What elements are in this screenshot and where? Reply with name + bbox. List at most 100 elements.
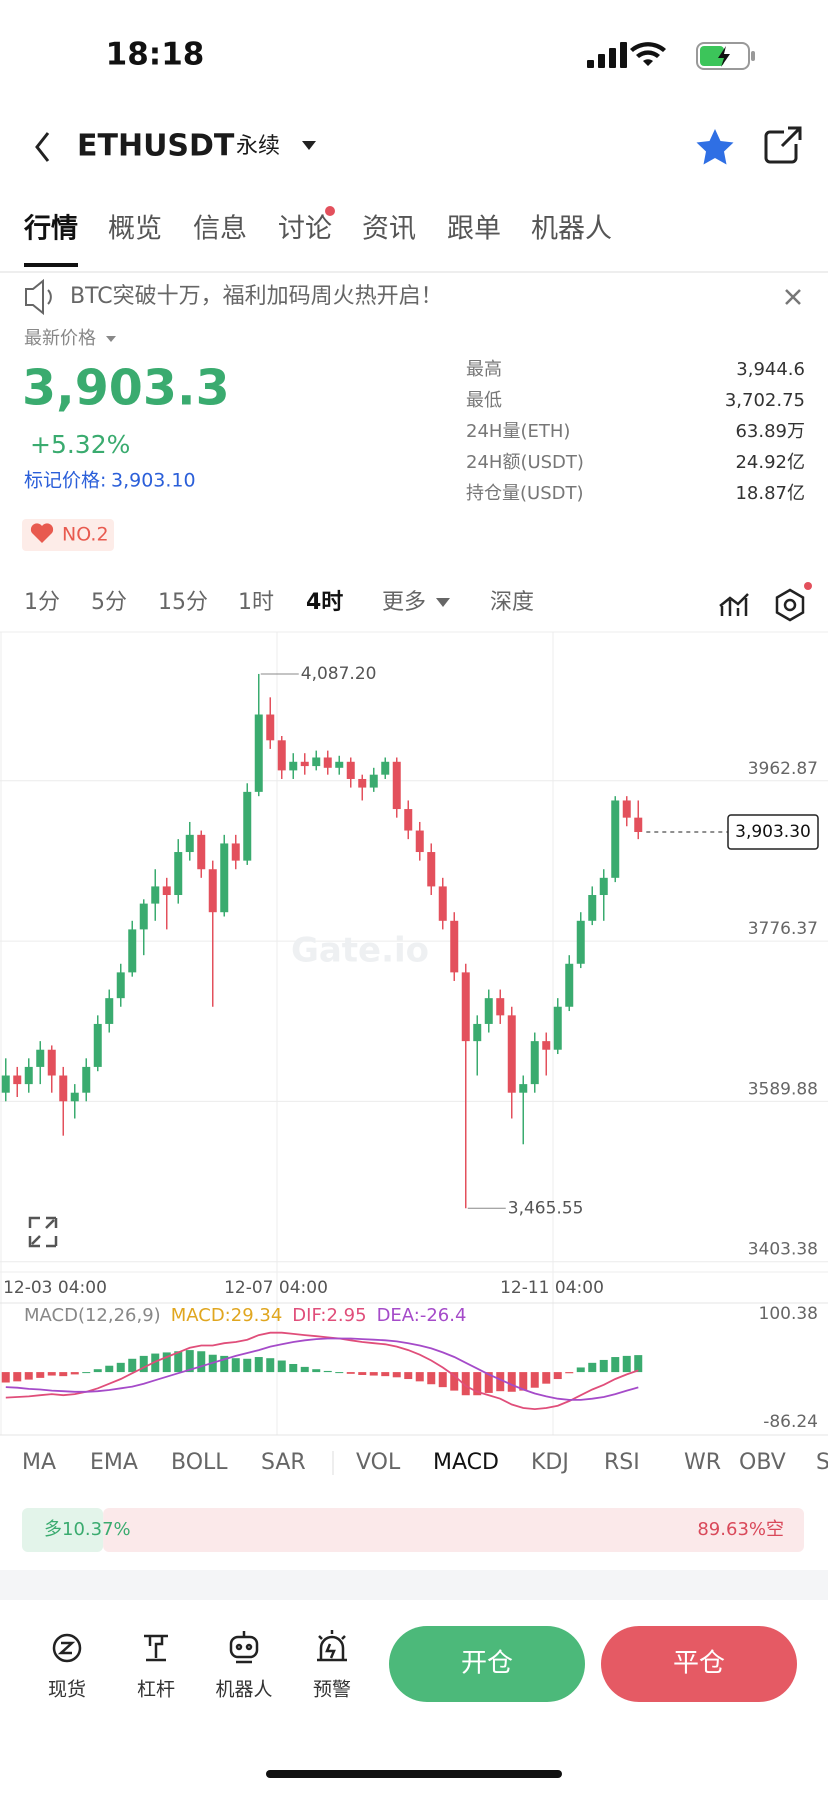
macd-bar: [116, 1362, 125, 1373]
candle-body: [197, 834, 206, 870]
candle-body: [254, 714, 263, 792]
settings-badge: [804, 582, 812, 590]
macd-bar: [300, 1366, 309, 1373]
macd-bar: [369, 1372, 378, 1376]
open-button-label[interactable]: 开仓: [461, 1649, 513, 1679]
indicator[interactable]: MA: [22, 1450, 56, 1475]
indicator[interactable]: RSI: [604, 1450, 640, 1475]
indicator[interactable]: MACD: [433, 1450, 499, 1475]
macd-bar: [266, 1358, 275, 1373]
macd-bar: [484, 1372, 493, 1393]
macd-bar: [185, 1350, 194, 1373]
price-label[interactable]: 最新价格: [24, 328, 96, 349]
mark-price-label: 标记价格:: [24, 470, 106, 492]
candle-body: [427, 852, 436, 887]
close-button[interactable]: [601, 1626, 797, 1702]
y-tick-label: 3589.88: [748, 1079, 818, 1099]
candle-body: [231, 843, 240, 861]
macd-bar: [473, 1372, 482, 1396]
indicator[interactable]: SAR: [261, 1450, 306, 1475]
stat-value: 63.89万: [735, 421, 805, 442]
macd-bar: [542, 1372, 551, 1384]
interval[interactable]: 5分: [91, 590, 127, 615]
nav-icons[interactable]: [52, 1630, 347, 1664]
back-button[interactable]: [35, 132, 50, 162]
section-gap: [0, 1570, 828, 1600]
bottom-nav: 现货 杠杆 机器人 预警: [48, 1679, 351, 1701]
candle-body: [438, 886, 447, 921]
macd-legend: MACD:29.34: [171, 1305, 283, 1326]
close-button-label[interactable]: 平仓: [673, 1649, 725, 1679]
macd-bar: [243, 1358, 252, 1373]
candle-body: [13, 1075, 22, 1085]
candle-body: [162, 886, 171, 896]
macd-line: [5, 1331, 639, 1411]
candle-body: [634, 817, 643, 833]
candle-body: [185, 834, 194, 853]
candle-body: [415, 830, 424, 853]
indicator[interactable]: VOL: [356, 1450, 401, 1475]
open-button[interactable]: [389, 1626, 585, 1702]
notice-close[interactable]: [785, 289, 801, 305]
indicator[interactable]: WR: [684, 1450, 721, 1475]
indicator[interactable]: EMA: [90, 1450, 138, 1475]
tab[interactable]: 资讯: [362, 214, 416, 245]
favorite-star[interactable]: [696, 129, 734, 165]
interval[interactable]: 4时: [306, 590, 343, 615]
macd-bar: [174, 1351, 183, 1373]
long-label: 多10.37%: [44, 1519, 131, 1540]
chart-tool-icons[interactable]: [719, 588, 805, 622]
candle-body: [576, 920, 585, 964]
tab[interactable]: 跟单: [447, 214, 501, 245]
nav-label[interactable]: 现货: [48, 1679, 86, 1701]
macd-bar: [519, 1372, 528, 1391]
symbol[interactable]: ETHUSDT: [77, 129, 235, 164]
macd-pane: 100.38 -86.24 MACD(12,26,9) MACD:29.34 DIF:2…: [1, 1304, 818, 1432]
macd-legend: MACD(12,26,9): [24, 1305, 161, 1326]
candle-body: [369, 774, 378, 788]
macd-bar: [622, 1355, 631, 1373]
notice-text[interactable]: BTC突破十万，福利加码周火热开启！: [70, 284, 443, 309]
macd-bar: [553, 1372, 562, 1380]
tab[interactable]: 信息: [193, 214, 247, 245]
nav-label[interactable]: 机器人: [215, 1679, 272, 1701]
indicator[interactable]: S: [816, 1450, 828, 1475]
candle-body: [381, 761, 390, 775]
macd-bar: [496, 1372, 505, 1392]
contract-type[interactable]: 永续: [236, 134, 280, 159]
candle-body: [622, 800, 631, 818]
interval[interactable]: 深度: [490, 590, 534, 615]
share-button[interactable]: [764, 126, 802, 164]
tab[interactable]: 机器人: [531, 214, 612, 245]
long-bar: [22, 1508, 104, 1552]
candle-body: [496, 998, 505, 1016]
indicator[interactable]: KDJ: [531, 1450, 569, 1475]
macd-bar: [128, 1358, 137, 1373]
tab[interactable]: 讨论: [278, 214, 332, 245]
tab[interactable]: 行情: [23, 213, 78, 245]
price-label-dropdown[interactable]: [106, 336, 116, 342]
indicator[interactable]: BOLL: [171, 1450, 228, 1475]
interval[interactable]: 更多: [382, 590, 426, 615]
indicator[interactable]: OBV: [739, 1450, 786, 1475]
candle-body: [553, 1006, 562, 1050]
stat-label: 持仓量(USDT): [466, 483, 584, 504]
interval[interactable]: 15分: [158, 590, 208, 615]
kline-chart[interactable]: 3962.87 3776.37 3589.88 3403.38 12-03 04:00 1…: [0, 632, 828, 1435]
interval[interactable]: 1时: [238, 590, 274, 615]
nav-label[interactable]: 杠杆: [137, 1679, 175, 1701]
candle-body: [174, 852, 183, 896]
macd-bar: [634, 1355, 643, 1373]
macd-bar: [507, 1372, 516, 1392]
macd-bar: [220, 1355, 229, 1373]
tab[interactable]: 概览: [108, 214, 162, 245]
candle-body: [392, 761, 401, 810]
fullscreen-icon[interactable]: [28, 1216, 58, 1248]
short-bar: [103, 1508, 805, 1552]
candle-body: [289, 761, 298, 771]
nav-label[interactable]: 预警: [313, 1679, 351, 1701]
interval[interactable]: 1分: [24, 590, 60, 615]
macd-bar: [599, 1359, 608, 1373]
symbol-dropdown[interactable]: [302, 141, 316, 150]
